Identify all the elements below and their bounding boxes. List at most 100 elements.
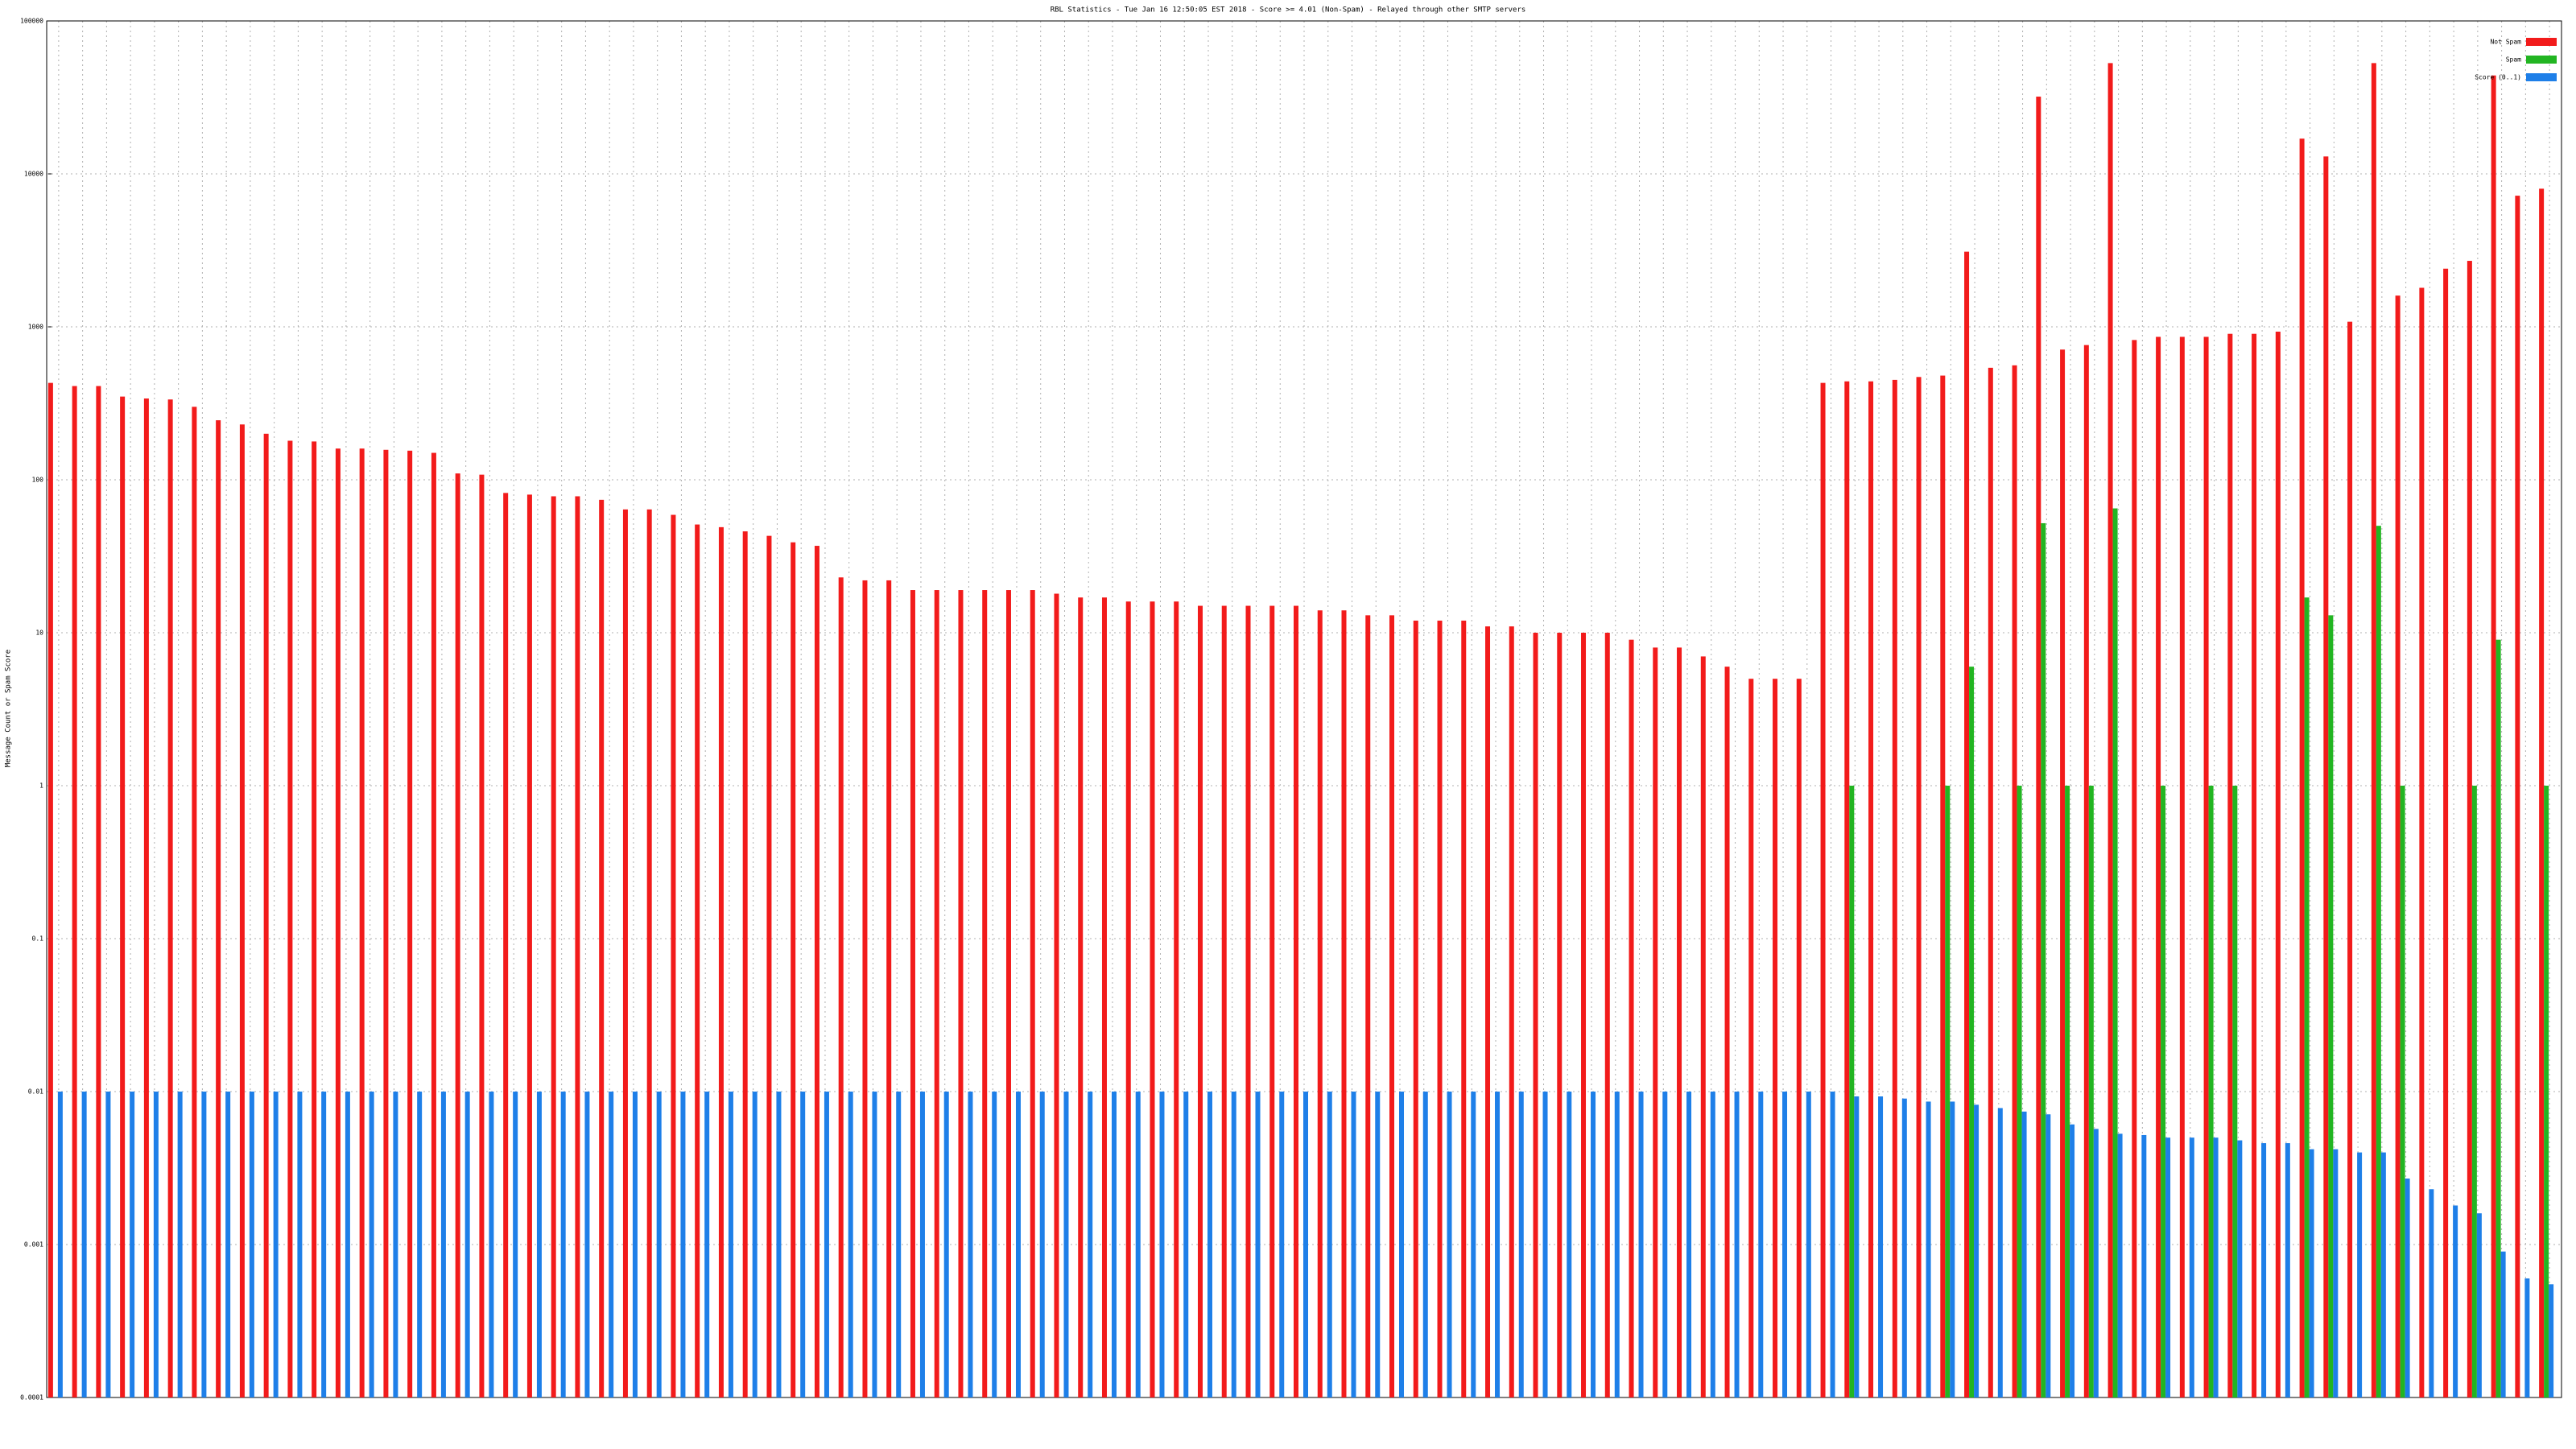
bar (848, 1092, 853, 1397)
y-tick-label: 0.0001 (20, 1394, 43, 1402)
bar (2237, 1140, 2243, 1397)
bar (1940, 375, 1946, 1397)
bar (536, 1092, 542, 1397)
bar (1437, 620, 1443, 1397)
bar (1964, 251, 1970, 1398)
bar (1231, 1092, 1236, 1397)
bar (2189, 1137, 2194, 1397)
bar (297, 1092, 303, 1397)
bar (1758, 1092, 1764, 1397)
bar (167, 399, 173, 1398)
bar (1015, 1092, 1021, 1397)
bar (919, 1092, 925, 1397)
legend-label: Not Spam (2490, 39, 2521, 46)
bar (584, 1092, 590, 1397)
bar (503, 493, 509, 1397)
bar (1389, 615, 1395, 1397)
bar (982, 590, 988, 1397)
bar (1969, 667, 1975, 1397)
bar (201, 1092, 207, 1397)
bar (2453, 1205, 2458, 1397)
bar (1221, 605, 1227, 1397)
legend-swatch (2526, 73, 2557, 81)
bar (2376, 526, 2381, 1397)
bar (1207, 1092, 1212, 1397)
bar (225, 1092, 231, 1397)
bar (2304, 597, 2310, 1397)
bar (1279, 1092, 1285, 1397)
bar (776, 1092, 782, 1397)
bar (1078, 597, 1084, 1397)
bar (609, 1092, 614, 1397)
bar (1399, 1092, 1405, 1397)
bar (359, 448, 365, 1397)
bar (896, 1092, 902, 1397)
bar (216, 420, 221, 1397)
bar (177, 1092, 183, 1397)
bar (992, 1092, 997, 1397)
bar (728, 1092, 733, 1397)
bar (312, 441, 317, 1398)
bar (2496, 639, 2501, 1397)
bar (1591, 1092, 1596, 1397)
bar (393, 1092, 398, 1397)
bar (2419, 287, 2425, 1397)
bar (2395, 295, 2401, 1398)
bar (143, 398, 149, 1397)
bar (2471, 786, 2477, 1397)
bar (1686, 1092, 1692, 1397)
bar (1542, 1092, 1548, 1397)
bar (838, 577, 844, 1397)
legend-swatch (2526, 56, 2557, 64)
bar (1174, 601, 1179, 1397)
bar (1614, 1092, 1620, 1397)
bar (1710, 1092, 1715, 1397)
y-tick-label: 10000 (24, 171, 43, 178)
bar (96, 386, 101, 1398)
bar (1849, 786, 1855, 1397)
bar (2285, 1143, 2290, 1397)
bar (407, 450, 413, 1398)
bar (1653, 647, 1658, 1397)
bar (273, 1092, 279, 1397)
bar (479, 474, 485, 1398)
bar (656, 1092, 662, 1397)
bar (513, 1092, 518, 1397)
bar (455, 473, 460, 1397)
bar (1375, 1092, 1381, 1397)
bar (1945, 786, 1951, 1397)
bar (1734, 1092, 1740, 1397)
bar (2107, 63, 2113, 1398)
bar (192, 407, 197, 1398)
bar (1820, 382, 1826, 1397)
bar (1317, 610, 1323, 1397)
bar (2328, 615, 2334, 1397)
bar (1269, 605, 1275, 1397)
bar (526, 494, 532, 1398)
bar (2036, 97, 2041, 1398)
bar (1327, 1092, 1332, 1397)
bar (1604, 633, 1610, 1397)
bar (2467, 261, 2472, 1397)
bar (2070, 1124, 2075, 1397)
bar (1782, 1092, 1788, 1397)
bar (2524, 1278, 2530, 1397)
bar (2112, 508, 2118, 1398)
bar (153, 1092, 159, 1397)
bar (704, 1092, 710, 1397)
bar (2083, 345, 2089, 1398)
bar (72, 386, 77, 1398)
bar (2347, 321, 2353, 1398)
bar (1844, 381, 1850, 1397)
bar (1901, 1098, 1907, 1397)
bar (1005, 590, 1011, 1397)
bar (1447, 1092, 1452, 1397)
bar (1365, 615, 1371, 1397)
bar (2549, 1284, 2554, 1397)
bar (2476, 1213, 2482, 1397)
y-tick-label: 1000 (28, 324, 43, 331)
bar (575, 496, 580, 1398)
bar (239, 424, 245, 1397)
bar (1135, 1092, 1141, 1397)
bar (2299, 138, 2305, 1397)
